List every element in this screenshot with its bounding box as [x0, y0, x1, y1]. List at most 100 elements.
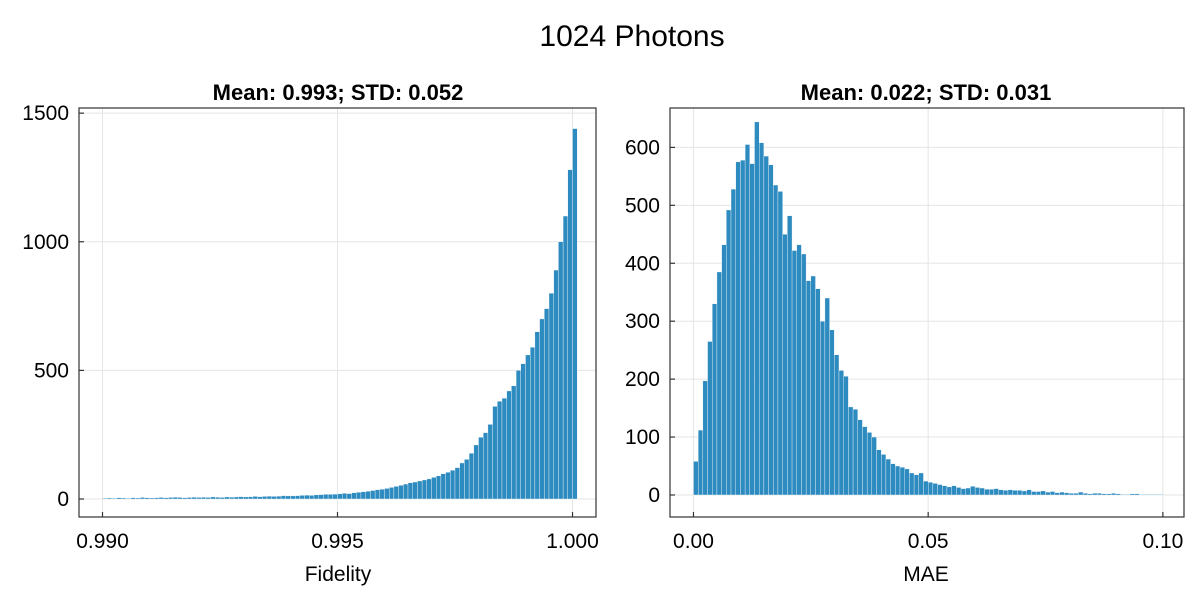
mae-bar-39 — [876, 449, 882, 496]
mae-ytick-label-2: 200 — [625, 368, 660, 391]
fidelity-bar-91 — [530, 347, 536, 500]
mae-xtick-label-1: 0.05 — [908, 530, 949, 553]
fidelity-bar-63 — [398, 485, 404, 500]
mae-bar-15 — [763, 155, 769, 496]
mae-bar-10 — [740, 159, 746, 496]
fidelity-bar-89 — [520, 363, 526, 500]
mae-bar-19 — [782, 234, 788, 496]
fidelity-ticks: 0.990 0.995 1.000 0 500 1000 1500 — [22, 102, 599, 553]
fidelity-bar-5 — [125, 498, 131, 500]
fidelity-bar-24 — [215, 497, 221, 500]
mae-bar-63 — [989, 489, 995, 496]
fidelity-bar-93 — [539, 318, 545, 500]
fidelity-bar-34 — [262, 496, 268, 500]
fidelity-bar-3 — [116, 497, 122, 500]
mae-bar-48 — [918, 472, 924, 496]
mae-bar-20 — [787, 215, 793, 496]
fidelity-bar-69 — [426, 478, 432, 500]
mae-ytick-label-6: 600 — [625, 136, 660, 159]
fidelity-bar-77 — [464, 459, 470, 500]
fidelity-bar-17 — [182, 497, 188, 500]
fidelity-bar-59 — [379, 489, 385, 500]
mae-bar-73 — [1035, 491, 1042, 496]
fidelity-bar-70 — [431, 477, 437, 500]
fidelity-bar-19 — [191, 497, 197, 500]
mae-bar-26 — [815, 288, 821, 496]
mae-bar-86 — [1096, 493, 1103, 496]
mae-bar-83 — [1082, 493, 1088, 496]
fidelity-bar-1 — [107, 497, 113, 500]
fidelity-bar-35 — [266, 495, 272, 500]
mae-bar-25 — [810, 275, 816, 496]
fidelity-bar-42 — [299, 495, 305, 500]
fidelity-bar-90 — [525, 354, 531, 500]
fidelity-bar-78 — [468, 453, 474, 500]
fidelity-bar-75 — [454, 467, 460, 500]
fidelity-bar-36 — [271, 496, 277, 500]
fidelity-bar-100 — [572, 128, 578, 500]
fidelity-bar-4 — [121, 497, 127, 500]
mae-bar-50 — [927, 482, 934, 496]
fidelity-bar-22 — [205, 497, 211, 500]
mae-bar-31 — [838, 370, 844, 496]
mae-ytick-label-1: 100 — [625, 426, 660, 449]
mae-bar-38 — [871, 436, 877, 496]
fidelity-bar-46 — [318, 494, 324, 500]
fidelity-bar-86 — [506, 390, 512, 500]
fidelity-bar-11 — [154, 497, 160, 500]
mae-bar-0 — [693, 461, 699, 496]
fidelity-bar-38 — [280, 495, 286, 500]
mae-bar-93 — [1129, 493, 1135, 496]
fidelity-bars — [102, 128, 578, 500]
fidelity-bar-6 — [130, 497, 136, 500]
mae-bar-65 — [998, 489, 1004, 496]
fidelity-bar-94 — [544, 308, 550, 500]
fidelity-bar-81 — [483, 432, 489, 500]
mae-x-axis-label: MAE — [903, 563, 949, 586]
mae-bar-21 — [791, 250, 797, 496]
mae-bar-41 — [885, 458, 891, 496]
mae-bar-68 — [1012, 490, 1018, 496]
mae-bar-3 — [707, 341, 713, 496]
fidelity-bar-2 — [111, 498, 117, 500]
fidelity-bar-15 — [172, 497, 178, 500]
fidelity-xtick-label-2: 1.000 — [546, 530, 599, 553]
fidelity-bar-95 — [548, 293, 554, 500]
mae-bar-30 — [834, 354, 840, 496]
mae-bar-62 — [984, 489, 990, 496]
fidelity-xtick-label-1: 0.995 — [311, 530, 364, 553]
mae-bar-80 — [1068, 493, 1074, 496]
mae-bar-12 — [749, 163, 755, 496]
mae-bar-94 — [1134, 493, 1140, 496]
fidelity-bar-51 — [342, 493, 348, 500]
mae-bar-27 — [820, 321, 826, 496]
mae-bar-35 — [857, 419, 863, 496]
fidelity-bar-45 — [313, 494, 319, 500]
fidelity-bar-50 — [337, 493, 343, 500]
fidelity-ytick-label-1: 500 — [34, 359, 69, 382]
fidelity-ytick-label-3: 1500 — [22, 102, 69, 125]
mae-histogram-title: Mean: 0.022; STD: 0.031 — [801, 80, 1052, 105]
mae-bar-42 — [890, 463, 896, 496]
fidelity-bar-21 — [201, 497, 207, 500]
mae-bar-13 — [754, 121, 760, 496]
fidelity-bar-62 — [393, 486, 399, 500]
mae-bar-11 — [744, 144, 750, 496]
fidelity-bar-7 — [135, 497, 141, 500]
fidelity-bar-44 — [309, 495, 315, 500]
fidelity-bar-56 — [365, 491, 371, 500]
fidelity-bar-40 — [290, 495, 296, 500]
fidelity-bar-79 — [473, 444, 479, 500]
mae-bar-24 — [805, 280, 811, 496]
mae-bar-61 — [979, 487, 985, 496]
mae-bar-43 — [895, 465, 901, 496]
fidelity-bar-9 — [144, 497, 150, 500]
fidelity-bar-74 — [450, 470, 456, 500]
fidelity-bar-68 — [421, 479, 427, 500]
mae-bar-5 — [716, 271, 722, 496]
mae-bar-96 — [1143, 494, 1149, 496]
fidelity-bar-76 — [459, 462, 465, 500]
fidelity-bar-14 — [168, 497, 174, 500]
mae-bar-51 — [932, 483, 938, 496]
fidelity-bar-66 — [412, 481, 418, 500]
